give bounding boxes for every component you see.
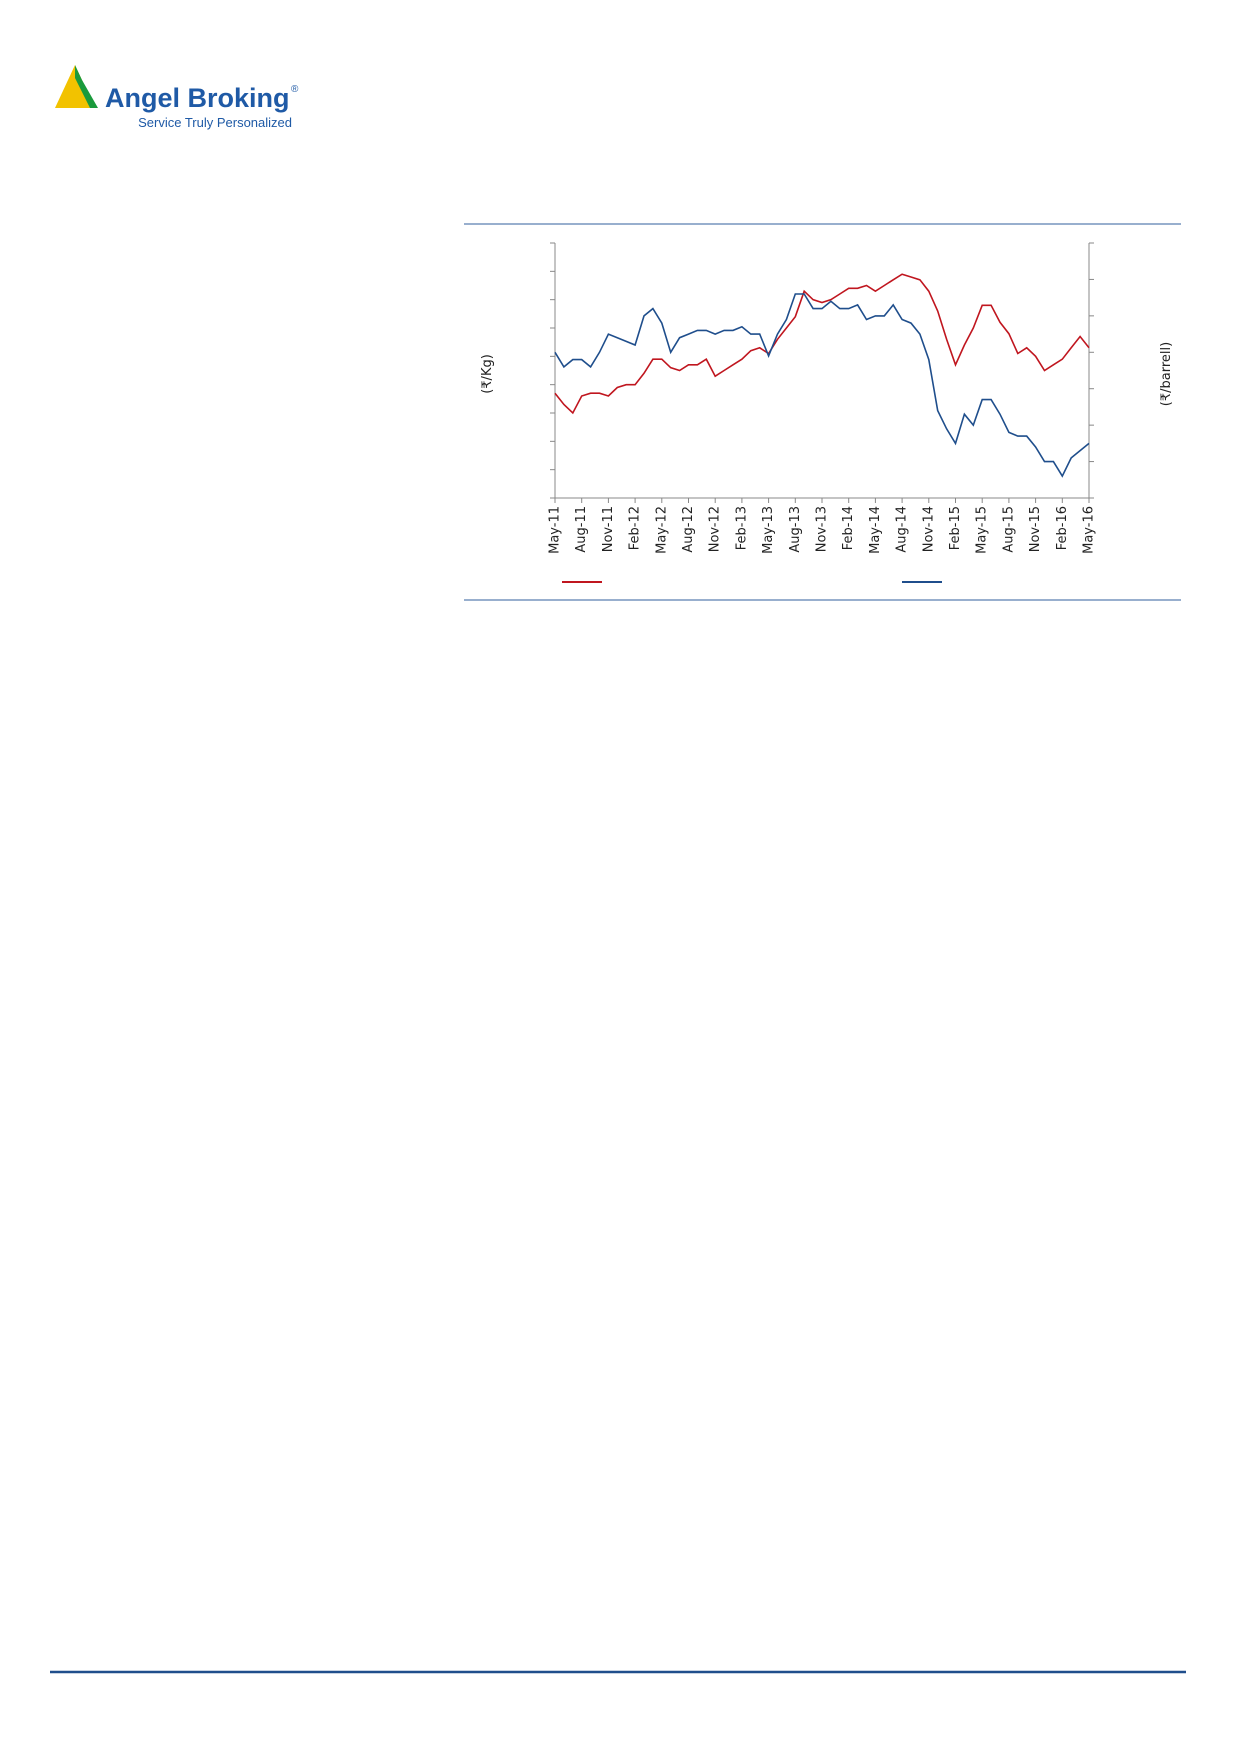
x-tick-label: Nov-13 bbox=[815, 506, 830, 552]
y2-axis-label: (₹/barrell) bbox=[1159, 342, 1174, 406]
x-tick-label: Feb-15 bbox=[948, 506, 963, 550]
x-tick-label: Feb-14 bbox=[841, 506, 856, 550]
x-tick-label: Feb-13 bbox=[734, 506, 749, 550]
x-tick-label: Nov-15 bbox=[1028, 506, 1043, 552]
x-tick-label: Aug-14 bbox=[895, 506, 910, 553]
x-tick-label: May-11 bbox=[548, 506, 563, 554]
registered-mark: ® bbox=[291, 84, 299, 95]
tagline: Service Truly Personalized bbox=[138, 115, 292, 130]
x-tick-label: Aug-11 bbox=[574, 506, 589, 553]
x-tick-label: Aug-12 bbox=[681, 506, 696, 553]
x-tick-label: Nov-11 bbox=[601, 506, 616, 552]
chart: May-11 Aug-11 Nov-11 Feb-12 May-12 Aug-12 Nov-… bbox=[548, 242, 1097, 583]
series-line bbox=[554, 293, 1090, 478]
x-tick-label: May-15 bbox=[975, 506, 990, 554]
x-tick-label: May-16 bbox=[1082, 506, 1097, 554]
x-tick-label: May-12 bbox=[654, 506, 669, 554]
x-tick-label: Nov-12 bbox=[708, 506, 723, 552]
x-tick-label: Aug-13 bbox=[788, 506, 803, 553]
y-axis-label: (₹/Kg) bbox=[480, 354, 495, 394]
x-tick-label: May-14 bbox=[868, 506, 883, 554]
x-tick-label: Feb-12 bbox=[628, 506, 643, 550]
x-tick-label: Nov-14 bbox=[921, 506, 936, 552]
series-line bbox=[554, 273, 1090, 415]
logo: Angel Broking ® Service Truly Personaliz… bbox=[55, 65, 299, 130]
logo-accent bbox=[75, 65, 98, 108]
x-tick-label: Aug-15 bbox=[1001, 506, 1016, 553]
x-tick-label: May-13 bbox=[761, 506, 776, 554]
brand: Angel Broking bbox=[105, 83, 290, 113]
x-tick-label: Feb-16 bbox=[1055, 506, 1070, 550]
